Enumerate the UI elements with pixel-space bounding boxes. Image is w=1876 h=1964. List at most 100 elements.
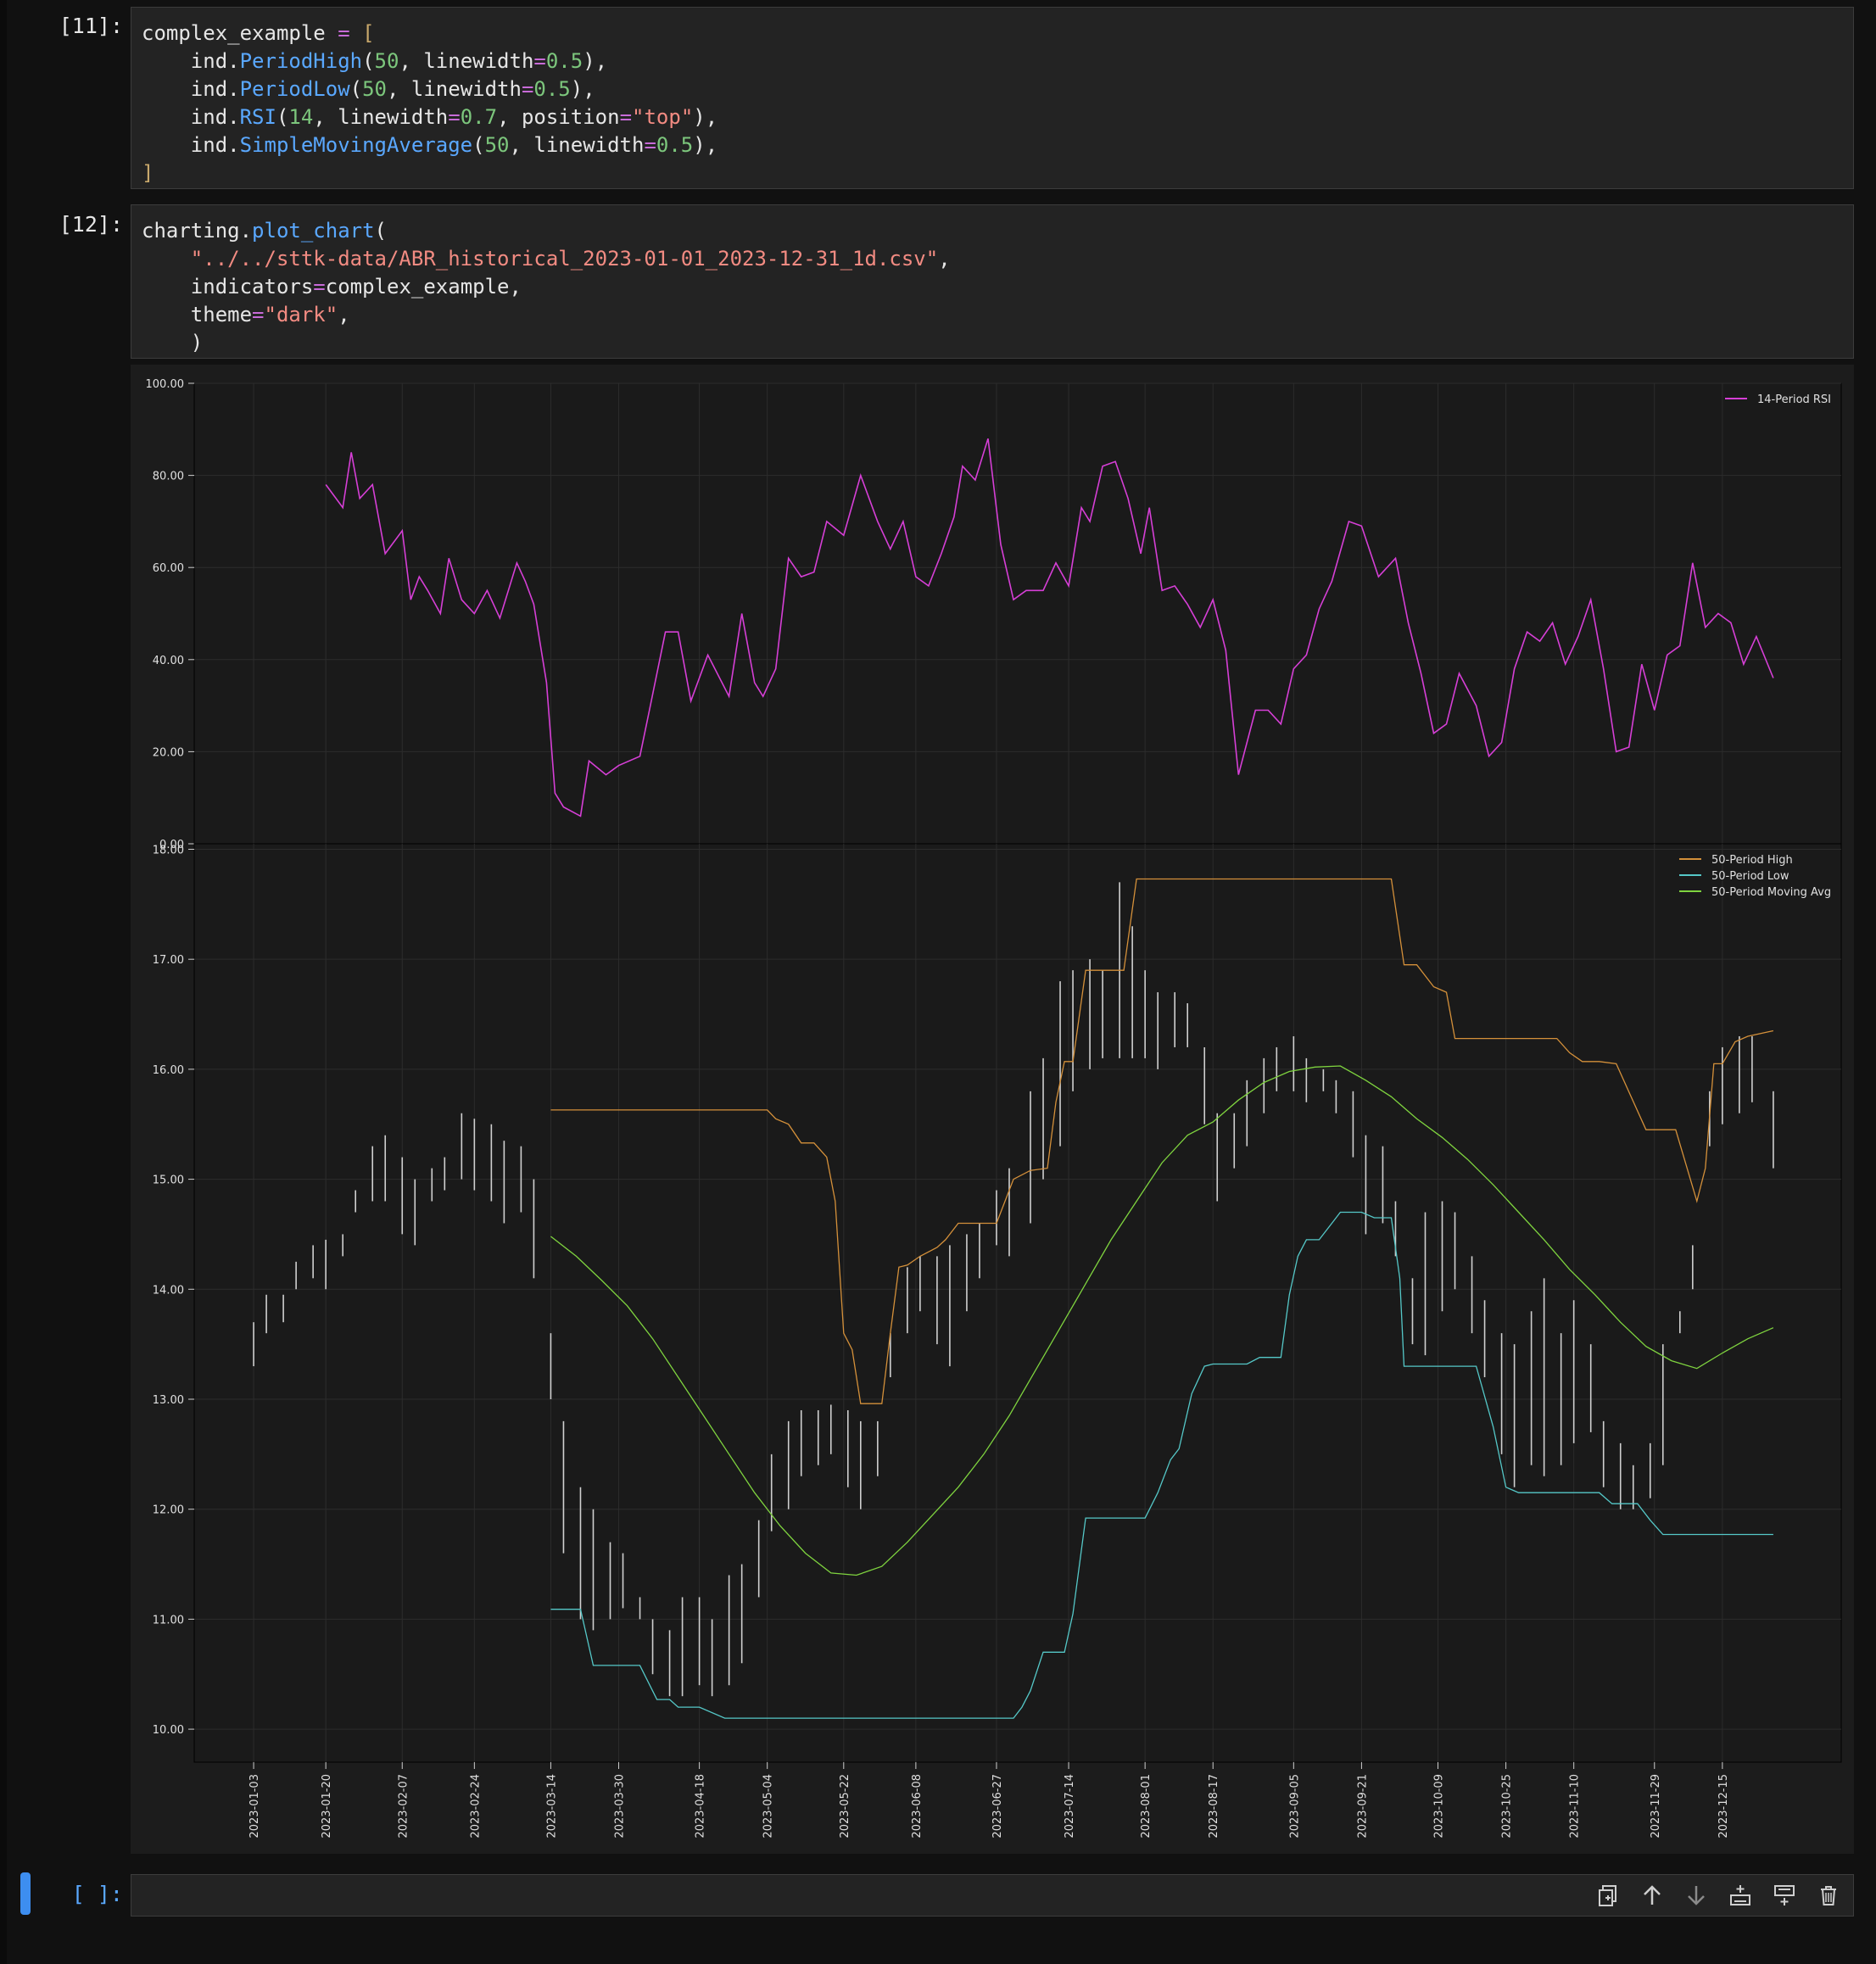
code-token: (: [362, 49, 375, 73]
rsi-legend-label: 14-Period RSI: [1757, 393, 1831, 406]
code-token: (: [374, 219, 387, 243]
cell-toolbar: [1595, 1883, 1841, 1908]
price-xtick-label: 2023-04-18: [695, 1774, 707, 1838]
left-rail: [0, 0, 7, 1964]
price-ytick-label: 12.00: [153, 1504, 184, 1517]
code-token: ): [142, 331, 204, 354]
price-ytick-label: 14.00: [153, 1284, 184, 1297]
price-ytick-label: 11.00: [153, 1614, 184, 1626]
cell-prompt: [12]:: [59, 212, 123, 237]
code-line: charting.plot_chart(: [142, 217, 1843, 245]
price-xtick-label: 2023-01-03: [248, 1774, 261, 1838]
price-ytick-label: 18.00: [153, 844, 184, 856]
rsi-ytick-label: 60.00: [153, 562, 184, 575]
price-ytick-label: 16.00: [153, 1064, 184, 1077]
code-token: RSI: [239, 105, 276, 129]
price-xtick-label: 2023-07-14: [1064, 1774, 1076, 1838]
insert-above-icon[interactable]: [1728, 1883, 1753, 1908]
price-xtick-label: 2023-08-01: [1140, 1774, 1153, 1838]
code-token: =: [521, 77, 534, 101]
code-token: , linewidth: [313, 105, 449, 129]
code-token: ind.: [142, 49, 240, 73]
price-ytick-label: 10.00: [153, 1724, 184, 1737]
code-token: ),: [693, 105, 718, 129]
code-token: [350, 21, 362, 45]
price-xtick-label: 2023-01-20: [321, 1774, 333, 1838]
code-token: "../../sttk-data/ABR_historical_2023-01-…: [190, 247, 939, 271]
move-up-icon[interactable]: [1639, 1883, 1665, 1908]
code-token: PeriodHigh: [239, 49, 363, 73]
code-token: , position: [497, 105, 620, 129]
code-line: ind.RSI(14, linewidth=0.7, position="top…: [142, 103, 1843, 131]
code-token: =: [313, 275, 326, 299]
rsi-ytick-label: 40.00: [153, 655, 184, 667]
price-xtick-label: 2023-06-08: [911, 1774, 924, 1838]
price-xtick-label: 2023-03-14: [545, 1774, 558, 1838]
code-token: theme: [142, 303, 253, 326]
code-editor[interactable]: charting.plot_chart( "../../sttk-data/AB…: [131, 204, 1854, 359]
move-down-icon[interactable]: [1683, 1883, 1709, 1908]
code-token: PeriodLow: [239, 77, 350, 101]
code-token: , linewidth: [509, 133, 645, 157]
code-token: indicators: [142, 275, 314, 299]
rsi-ytick-label: 100.00: [146, 378, 185, 391]
code-token: (: [349, 77, 363, 101]
price-ytick-label: 15.00: [153, 1174, 184, 1187]
empty-code-cell[interactable]: [131, 1874, 1854, 1917]
code-token: ,: [938, 247, 951, 271]
price-xtick-label: 2023-05-22: [839, 1774, 851, 1838]
code-token: , linewidth: [399, 49, 534, 73]
legend-label: 50-Period High: [1711, 854, 1793, 867]
code-token: 0.5: [656, 133, 694, 157]
code-token: ind.: [142, 133, 240, 157]
code-token: [: [362, 21, 375, 45]
code-token: 0.5: [533, 77, 571, 101]
code-token: (: [472, 133, 485, 157]
rsi-ytick-label: 20.00: [153, 746, 184, 759]
code-editor[interactable]: complex_example = [ ind.PeriodHigh(50, l…: [131, 7, 1854, 189]
price-xtick-label: 2023-05-04: [762, 1774, 775, 1838]
legend-label: 50-Period Low: [1711, 870, 1789, 883]
code-token: complex_example: [142, 21, 338, 45]
price-ytick-label: 13.00: [153, 1394, 184, 1407]
duplicate-icon[interactable]: [1595, 1883, 1621, 1908]
active-cell-marker: [20, 1872, 31, 1915]
price-xtick-label: 2023-11-10: [1569, 1774, 1582, 1838]
code-line: complex_example = [: [142, 20, 1843, 47]
indicator-line: [550, 878, 1774, 1404]
code-token: "dark": [264, 303, 338, 326]
code-token: =: [533, 49, 546, 73]
rsi-line: [325, 438, 1774, 817]
code-token: 0.5: [545, 49, 583, 73]
code-token: complex_example,: [325, 275, 522, 299]
rsi-ytick-label: 0.00: [159, 839, 184, 851]
code-token: =: [644, 133, 656, 157]
code-token: 0.7: [460, 105, 498, 129]
code-token: ind.: [142, 77, 240, 101]
code-line: "../../sttk-data/ABR_historical_2023-01-…: [142, 245, 1843, 273]
code-token: ind.: [142, 105, 240, 129]
code-token: ,: [338, 303, 350, 326]
price-ytick-label: 17.00: [153, 954, 184, 967]
code-token: ]: [142, 161, 154, 185]
insert-below-icon[interactable]: [1772, 1883, 1797, 1908]
code-token: [142, 247, 191, 271]
code-token: =: [252, 303, 265, 326]
indicator-line: [550, 1211, 1773, 1719]
price-panel: 2023-01-03 2023-01-20 2023-02-07 2023-02-24…: [153, 843, 1842, 1838]
indicator-line: [550, 1065, 1774, 1576]
price-xtick-label: 2023-10-09: [1433, 1774, 1446, 1838]
code-token: 50: [374, 49, 399, 73]
code-line: ind.SimpleMovingAverage(50, linewidth=0.…: [142, 131, 1843, 159]
price-xtick-label: 2023-03-30: [614, 1774, 627, 1838]
price-plot-area: [193, 843, 1842, 1763]
code-token: (: [276, 105, 289, 129]
code-token: =: [338, 21, 350, 45]
code-token: 50: [362, 77, 387, 101]
price-xtick-label: 2023-11-29: [1650, 1774, 1662, 1838]
delete-icon[interactable]: [1816, 1883, 1841, 1908]
code-token: 50: [484, 133, 510, 157]
rsi-ytick-label: 80.00: [153, 471, 184, 483]
price-xtick-label: 2023-06-27: [991, 1774, 1004, 1838]
empty-cell-prompt: [ ]:: [71, 1882, 123, 1906]
